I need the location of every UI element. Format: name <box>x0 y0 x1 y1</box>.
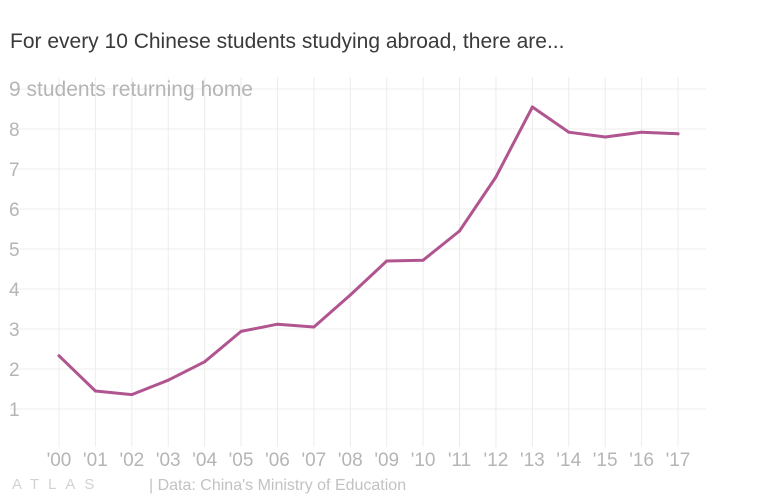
data-point <box>676 132 680 136</box>
data-point <box>275 322 279 326</box>
data-point <box>530 105 534 109</box>
series-line <box>57 105 680 397</box>
data-point <box>93 389 97 393</box>
data-point <box>166 378 170 382</box>
x-tick-label: '02 <box>119 450 144 471</box>
y-tick-label: 7 <box>9 160 20 181</box>
y-axis-ticks: 1 2 3 4 5 6 7 8 9 students returning home <box>9 78 253 421</box>
data-point <box>385 259 389 263</box>
y-axis-label: students returning home <box>21 78 253 101</box>
x-tick-label: '16 <box>629 450 654 471</box>
x-tick-label: '10 <box>411 450 436 471</box>
x-tick-label: '07 <box>301 450 326 471</box>
x-tick-label: '14 <box>556 450 581 471</box>
x-tick-label: '15 <box>593 450 618 471</box>
y-tick-label: 4 <box>9 280 20 301</box>
x-tick-label: '08 <box>338 450 363 471</box>
data-point <box>348 293 352 297</box>
x-tick-label: '09 <box>374 450 399 471</box>
y-tick-label: 8 <box>9 120 20 141</box>
y-tick-label: 3 <box>9 320 20 341</box>
data-point <box>603 135 607 139</box>
x-tick-label: '11 <box>448 450 471 471</box>
x-tick-label: '03 <box>156 450 181 471</box>
data-point <box>57 354 61 358</box>
x-tick-label: '12 <box>484 450 509 471</box>
line-chart: 1 2 3 4 5 6 7 8 9 students returning home '00 '01… <box>9 77 706 471</box>
data-point <box>130 393 134 397</box>
x-tick-label: '13 <box>520 450 545 471</box>
x-tick-label: '04 <box>192 450 217 471</box>
data-point <box>421 258 425 262</box>
x-tick-label: '00 <box>47 450 72 471</box>
data-point <box>239 329 243 333</box>
data-point <box>458 229 462 233</box>
data-point <box>567 130 571 134</box>
atlas-logo: ATLAS <box>12 476 104 493</box>
y-tick-label: 5 <box>9 240 20 261</box>
x-tick-label: '17 <box>666 450 691 471</box>
x-tick-label: '06 <box>265 450 290 471</box>
x-tick-label: '05 <box>229 450 254 471</box>
data-point <box>494 175 498 179</box>
y-tick-label: 6 <box>9 200 20 221</box>
x-axis-ticks: '00 '01 '02 '03 '04 '05 '06 '07 '08 '09 '10 '11 '12 '… <box>47 450 691 471</box>
y-tick-label: 9 students returning home <box>9 78 253 101</box>
data-point <box>640 130 644 134</box>
x-tick-label: '01 <box>83 450 108 471</box>
footer: ATLAS | Data: China's Ministry of Educat… <box>0 476 768 498</box>
data-source: | Data: China's Ministry of Education <box>149 477 407 494</box>
data-point <box>203 360 207 364</box>
y-tick-label: 1 <box>9 400 20 421</box>
data-point <box>312 325 316 329</box>
y-tick-label: 2 <box>9 360 20 381</box>
chart-title: For every 10 Chinese students studying a… <box>10 30 565 53</box>
series-layer <box>57 105 680 397</box>
